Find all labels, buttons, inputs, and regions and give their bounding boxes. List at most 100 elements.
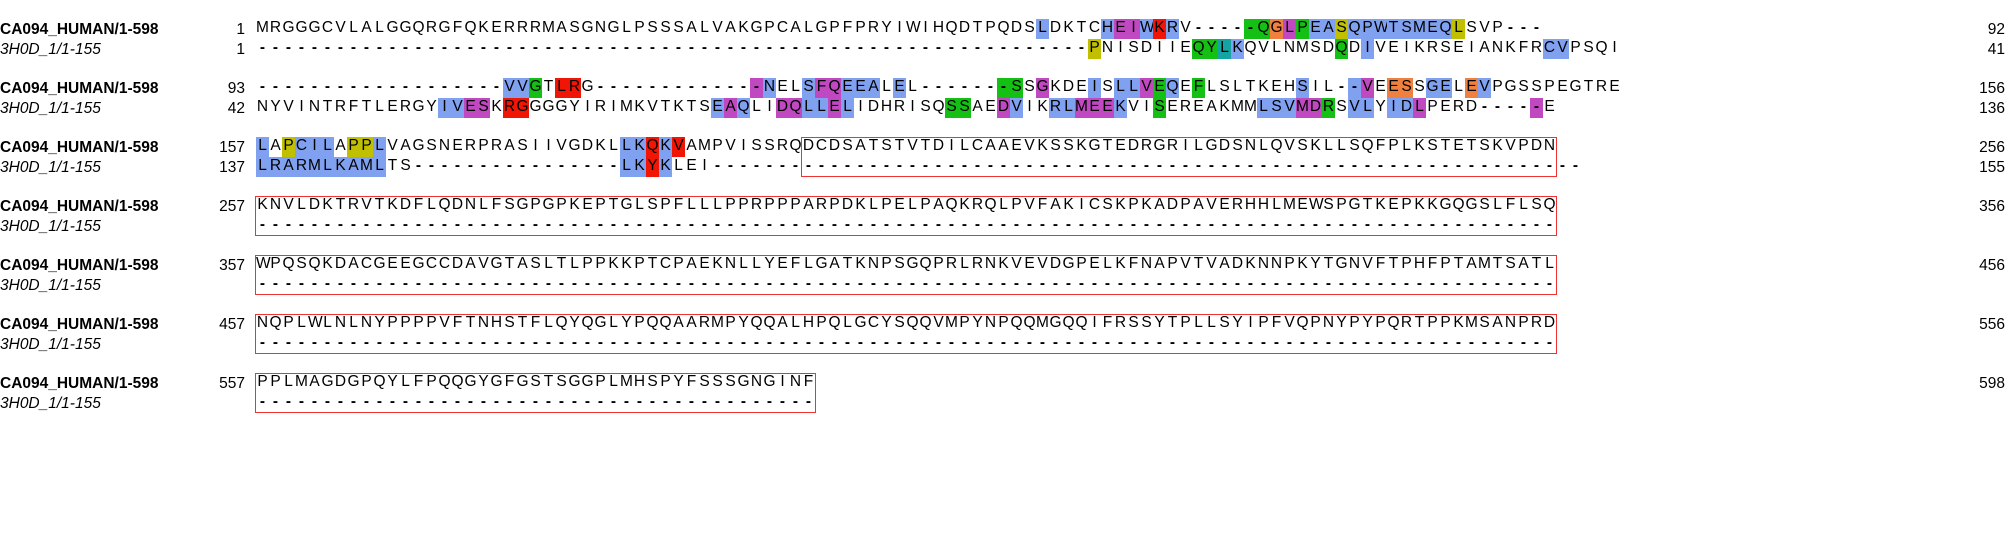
gap-residue[interactable]: -	[1530, 98, 1543, 118]
residue[interactable]: P	[400, 314, 411, 331]
gap-residue[interactable]: -	[506, 275, 513, 292]
gap-residue[interactable]: -	[831, 334, 838, 351]
gap-residue[interactable]: -	[727, 393, 734, 410]
gap-residue[interactable]: -	[415, 275, 422, 292]
residue[interactable]: I	[780, 373, 785, 390]
gap-residue[interactable]: -	[493, 275, 500, 292]
residue[interactable]: P	[270, 255, 281, 272]
residue[interactable]: S	[426, 137, 437, 154]
residue[interactable]: Q	[1543, 196, 1556, 213]
gap-residue[interactable]: -	[1273, 334, 1280, 351]
gap-residue[interactable]: -	[1182, 275, 1189, 292]
gap-residue[interactable]: -	[1234, 19, 1241, 36]
gap-residue[interactable]: -	[506, 393, 513, 410]
gap-residue[interactable]: -	[428, 275, 435, 292]
gap-residue[interactable]: -	[1195, 19, 1202, 36]
gap-residue[interactable]: -	[1078, 157, 1085, 174]
gap-residue[interactable]: -	[311, 334, 318, 351]
residue[interactable]: N	[438, 137, 451, 154]
gap-residue[interactable]: -	[1338, 78, 1345, 95]
residue[interactable]: D	[399, 196, 412, 213]
gap-residue[interactable]: -	[896, 216, 903, 233]
residue[interactable]: F	[1518, 39, 1529, 56]
residue[interactable]: P	[1518, 137, 1529, 154]
gap-residue[interactable]: -	[1156, 216, 1163, 233]
residue[interactable]: S	[1518, 78, 1529, 95]
residue[interactable]: S	[920, 98, 931, 115]
gap-residue[interactable]: -	[1026, 275, 1033, 292]
residue[interactable]: S	[881, 137, 892, 154]
gap-residue[interactable]: -	[597, 334, 604, 351]
gap-residue[interactable]: -	[428, 157, 435, 174]
gap-residue[interactable]: -	[402, 216, 409, 233]
residue[interactable]: V	[1361, 78, 1374, 98]
residue[interactable]: M	[945, 314, 958, 331]
gap-residue[interactable]: -	[1143, 216, 1150, 233]
residue[interactable]: Y	[738, 314, 749, 331]
gap-residue[interactable]: -	[1351, 216, 1358, 233]
residue[interactable]: S	[1063, 137, 1074, 154]
residue[interactable]: K	[855, 255, 866, 272]
residue[interactable]: G	[464, 373, 477, 390]
gap-residue[interactable]: -	[259, 275, 266, 292]
residue[interactable]: K	[257, 196, 268, 213]
gap-residue[interactable]: -	[1078, 39, 1085, 56]
gap-residue[interactable]: -	[285, 275, 292, 292]
gap-residue[interactable]: -	[1052, 39, 1059, 56]
gap-residue[interactable]: -	[350, 334, 357, 351]
residue[interactable]: L	[427, 196, 436, 213]
gap-residue[interactable]: -	[415, 393, 422, 410]
residue[interactable]: P	[1284, 255, 1295, 272]
residue[interactable]: K	[1115, 255, 1126, 272]
residue[interactable]: P	[1375, 314, 1386, 331]
sequence-name[interactable]: 3H0D_1/1-155	[0, 395, 101, 412]
gap-residue[interactable]: -	[857, 157, 864, 174]
residue[interactable]: E	[1453, 137, 1464, 154]
gap-residue[interactable]: -	[493, 334, 500, 351]
gap-residue[interactable]: -	[1348, 78, 1361, 98]
residue[interactable]: S	[1479, 314, 1490, 331]
residue[interactable]: T	[504, 255, 515, 272]
residue[interactable]: E	[1024, 255, 1035, 272]
residue[interactable]: A	[1518, 255, 1529, 272]
gap-residue[interactable]: -	[1234, 216, 1241, 233]
gap-residue[interactable]: -	[597, 78, 604, 95]
residue[interactable]: F	[686, 373, 697, 390]
gap-residue[interactable]: -	[688, 393, 695, 410]
residue[interactable]: H	[1257, 196, 1270, 213]
residue[interactable]: L	[999, 196, 1008, 213]
gap-residue[interactable]: -	[454, 39, 461, 56]
gap-residue[interactable]: -	[1286, 216, 1293, 233]
residue[interactable]: Q	[1075, 314, 1088, 331]
gap-residue[interactable]: -	[1442, 334, 1449, 351]
gap-residue[interactable]: -	[311, 275, 318, 292]
residue[interactable]: V	[1180, 19, 1191, 36]
residue[interactable]: I	[308, 137, 321, 157]
gap-residue[interactable]: -	[740, 157, 747, 174]
gap-residue[interactable]: -	[1195, 157, 1202, 174]
residue[interactable]: L	[1218, 39, 1231, 59]
residue[interactable]: L	[620, 137, 633, 157]
residue[interactable]: S	[1141, 314, 1152, 331]
residue[interactable]: N	[308, 98, 321, 115]
gap-residue[interactable]: -	[1026, 39, 1033, 56]
residue[interactable]: D	[1049, 255, 1062, 272]
residue[interactable]: C	[321, 19, 334, 36]
residue[interactable]: P	[1388, 137, 1399, 154]
gap-residue[interactable]: -	[1013, 275, 1020, 292]
residue[interactable]: Q	[919, 314, 932, 331]
residue[interactable]: T	[1388, 255, 1399, 272]
residue[interactable]: Q	[308, 255, 321, 272]
residue[interactable]: A	[309, 373, 320, 390]
gap-residue[interactable]: -	[584, 157, 591, 174]
gap-residue[interactable]: -	[1208, 334, 1215, 351]
residue[interactable]: E	[1388, 196, 1399, 213]
gap-residue[interactable]: -	[935, 216, 942, 233]
residue[interactable]: P	[1492, 78, 1503, 95]
gap-residue[interactable]: -	[545, 334, 552, 351]
gap-residue[interactable]: -	[285, 334, 292, 351]
residue[interactable]: Q	[464, 19, 477, 36]
gap-residue[interactable]: -	[1052, 157, 1059, 174]
gap-residue[interactable]: -	[701, 275, 708, 292]
residue[interactable]: G	[581, 373, 594, 390]
